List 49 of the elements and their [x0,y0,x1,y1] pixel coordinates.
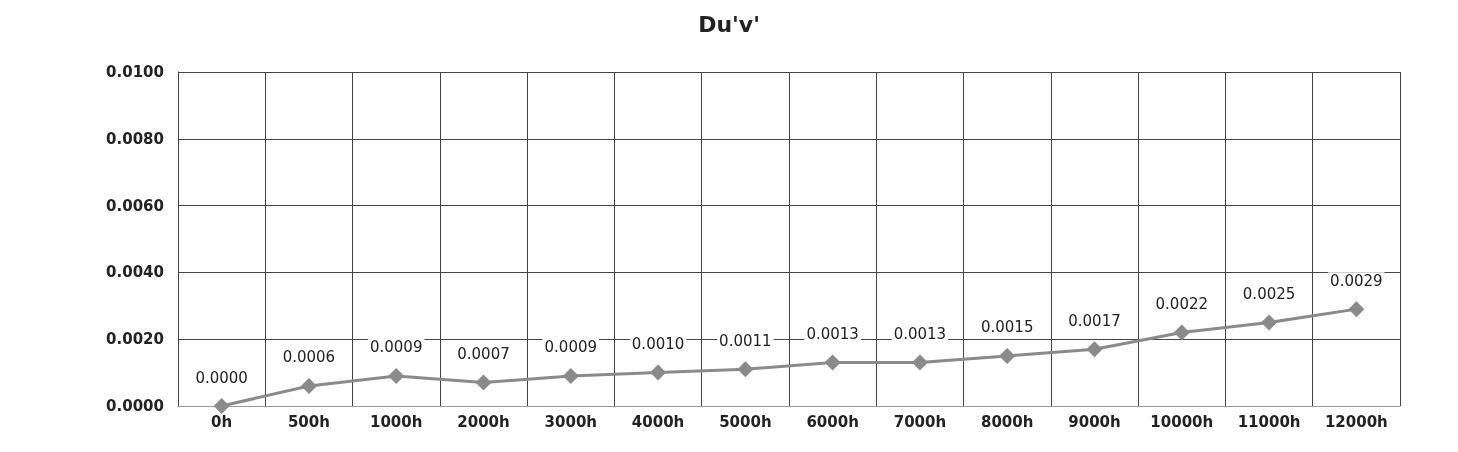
x-tick-label: 8000h [981,412,1034,431]
x-tick-label: 9000h [1068,412,1121,431]
y-tick-label: 0.0060 [106,196,164,215]
data-label: 0.0029 [1330,271,1383,290]
data-label: 0.0007 [457,345,510,364]
x-tick-label: 11000h [1237,412,1301,431]
x-tick-label: 10000h [1150,412,1214,431]
point [1173,324,1190,341]
point [562,367,579,384]
point [650,364,667,381]
data-label: 0.0025 [1242,285,1296,303]
x-tick-label: 5000h [719,412,772,431]
data-label: 0.0009 [544,338,598,357]
point [388,367,405,384]
point [999,347,1016,364]
data-label: 0.0013 [893,325,947,344]
y-tick-label: 0.0000 [106,397,164,415]
x-tick-label: 12000h [1324,412,1388,431]
x-tick-label: 500h [287,412,330,431]
y-tick-label: 0.0100 [106,63,164,81]
x-tick-label: 3000h [544,412,597,431]
y-tick-label: 0.0020 [106,330,164,349]
y-tick-label: 0.0040 [106,263,164,282]
point [300,377,317,394]
data-label: 0.0010 [631,335,685,354]
x-tick-label: 0h [211,412,233,431]
point [737,361,754,378]
point [1086,341,1103,358]
data-label: 0.0017 [1068,311,1121,330]
chart-title: Du'v' [698,11,760,37]
x-tick-label: 4000h [631,412,685,431]
point [911,354,928,371]
point [213,398,230,414]
point [824,354,841,371]
data-label: 0.0015 [980,318,1034,337]
point [1348,301,1365,318]
data-label: 0.0006 [282,348,336,367]
data-label: 0.0022 [1155,295,1209,314]
data-label: 0.0013 [806,325,859,344]
x-tick-label: 7000h [893,412,947,431]
point [1261,314,1278,331]
data-label: 0.0009 [369,338,423,357]
data-label: 0.0000 [195,368,248,387]
x-tick-label: 6000h [806,412,859,431]
x-tick-label: 2000h [457,412,510,431]
data-label: 0.0011 [719,331,772,350]
point [475,374,492,391]
y-tick-label: 0.0080 [106,129,164,148]
x-tick-label: 1000h [370,412,423,431]
